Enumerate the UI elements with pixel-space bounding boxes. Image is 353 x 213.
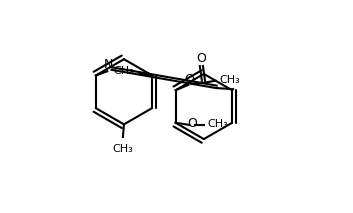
Text: CH₃: CH₃ — [207, 119, 228, 129]
Text: CH₃: CH₃ — [220, 75, 240, 85]
Text: CH₃: CH₃ — [114, 66, 134, 76]
Text: O: O — [187, 117, 197, 130]
Text: N: N — [104, 59, 113, 72]
Text: CH₃: CH₃ — [113, 144, 133, 154]
Text: O: O — [196, 52, 206, 65]
Text: O: O — [184, 73, 194, 86]
